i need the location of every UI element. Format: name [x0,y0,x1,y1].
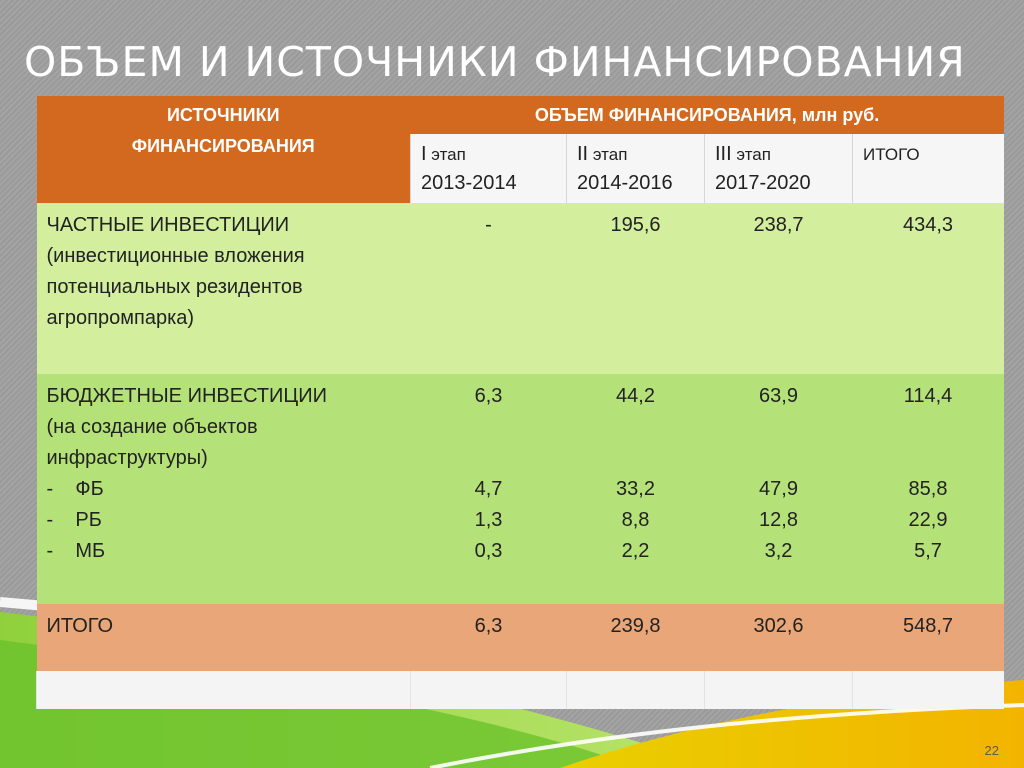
header-sources-label: ИСТОЧНИКИ ФИНАНСИРОВАНИЯ [131,105,315,156]
budget-stage-3-total: 63,9 [759,385,798,407]
budget-stage-3: 63,9 47,9 12,8 3,2 [704,374,853,604]
budget-mb-stage-2: 2,2 [621,540,650,562]
page-number: 22 [984,743,999,758]
budget-mb-total: 5,7 [914,540,942,562]
stage-2-years: 2014-2016 [577,172,673,194]
budget-fb-total: 85,8 [908,478,948,500]
private-stage-3: 238,7 [704,203,853,374]
header-volume-cell: ОБЪЕМ ФИНАНСИРОВАНИЯ, млн руб. [410,96,1004,134]
budget-description: (на создание объектов инфраструктуры) [46,416,258,469]
budget-total: 114,4 85,8 22,9 5,7 [852,374,1004,604]
budget-mb-stage-3: 3,2 [764,540,793,562]
total-stage-2: 239,8 [566,604,705,671]
row-empty [36,671,1004,709]
private-stage-2: 195,6 [566,203,705,374]
header-row-stages: I этап 2013-2014 II этап 2014-2016 III э… [37,134,1004,203]
budget-fb-stage-3: 47,9 [759,478,798,500]
budget-rb-stage-2: 8,8 [621,509,650,531]
private-label-cell: ЧАСТНЫЕ ИНВЕСТИЦИИ (инвестиционные вложе… [36,203,411,374]
stage-2-number: II [577,143,589,165]
empty-cell [410,671,567,709]
private-stage-1: - [410,203,567,374]
total-stage-1: 6,3 [410,604,567,671]
row-total: ИТОГО 6,3 239,8 302,6 548,7 [36,604,1004,671]
financing-table-container: ИСТОЧНИКИ ФИНАНСИРОВАНИЯ ОБЪЕМ ФИНАНСИРО… [36,96,1004,709]
budget-sub-mb-label: - МБ [46,540,106,562]
stage-1-header: I этап 2013-2014 [410,134,567,203]
stage-3-header: III этап 2017-2020 [704,134,853,203]
budget-stage-2: 44,2 33,2 8,8 2,2 [566,374,705,604]
stage-1-years: 2013-2014 [421,172,517,194]
budget-fb-stage-1: 4,7 [474,478,503,500]
budget-stage-2-total: 44,2 [616,385,655,407]
private-description: (инвестиционные вложения потенциальных р… [46,245,305,329]
budget-fb-stage-2: 33,2 [616,478,655,500]
budget-mb-stage-1: 0,3 [474,540,503,562]
stage-1-word: этап [426,145,466,164]
budget-rb-stage-3: 12,8 [759,509,798,531]
stage-3-number: III [715,143,732,165]
header-row-top: ИСТОЧНИКИ ФИНАНСИРОВАНИЯ ОБЪЕМ ФИНАНСИРО… [36,96,1004,203]
page-title: ОБЪЕМ И ИСТОЧНИКИ ФИНАНСИРОВАНИЯ [24,38,966,86]
budget-sub-fb-label: - ФБ [46,478,104,500]
stage-2-header: II этап 2014-2016 [566,134,705,203]
private-total: 434,3 [852,203,1004,374]
empty-cell [566,671,705,709]
header-sources-cell: ИСТОЧНИКИ ФИНАНСИРОВАНИЯ [36,96,411,203]
total-stage-3: 302,6 [704,604,853,671]
row-private-investment: ЧАСТНЫЕ ИНВЕСТИЦИИ (инвестиционные вложе… [36,203,1004,374]
budget-stage-1: 6,3 4,7 1,3 0,3 [410,374,567,604]
stage-3-word: этап [731,145,771,164]
stage-1-number: I [421,143,427,165]
empty-cell [851,671,1004,709]
budget-title: БЮДЖЕТНЫЕ ИНВЕСТИЦИИ [46,385,327,407]
total-grand: 548,7 [852,604,1004,671]
financing-table: ИСТОЧНИКИ ФИНАНСИРОВАНИЯ ОБЪЕМ ФИНАНСИРО… [36,96,1004,709]
budget-rb-total: 22,9 [908,509,948,531]
budget-label-cell: БЮДЖЕТНЫЕ ИНВЕСТИЦИИ (на создание объект… [36,374,411,604]
budget-stage-1-total: 6,3 [474,385,503,407]
total-header: ИТОГО [851,134,1004,203]
total-header-label: ИТОГО [863,145,920,164]
private-title: ЧАСТНЫЕ ИНВЕСТИЦИИ [46,214,290,236]
budget-sub-rb-label: - РБ [46,509,102,531]
empty-cell [36,671,411,709]
row-budget-investment: БЮДЖЕТНЫЕ ИНВЕСТИЦИИ (на создание объект… [36,374,1004,604]
total-label: ИТОГО [36,604,411,671]
budget-total-value: 114,4 [903,385,953,407]
stage-2-word: этап [588,145,628,164]
empty-cell [704,671,853,709]
stage-3-years: 2017-2020 [715,172,811,194]
budget-rb-stage-1: 1,3 [474,509,503,531]
